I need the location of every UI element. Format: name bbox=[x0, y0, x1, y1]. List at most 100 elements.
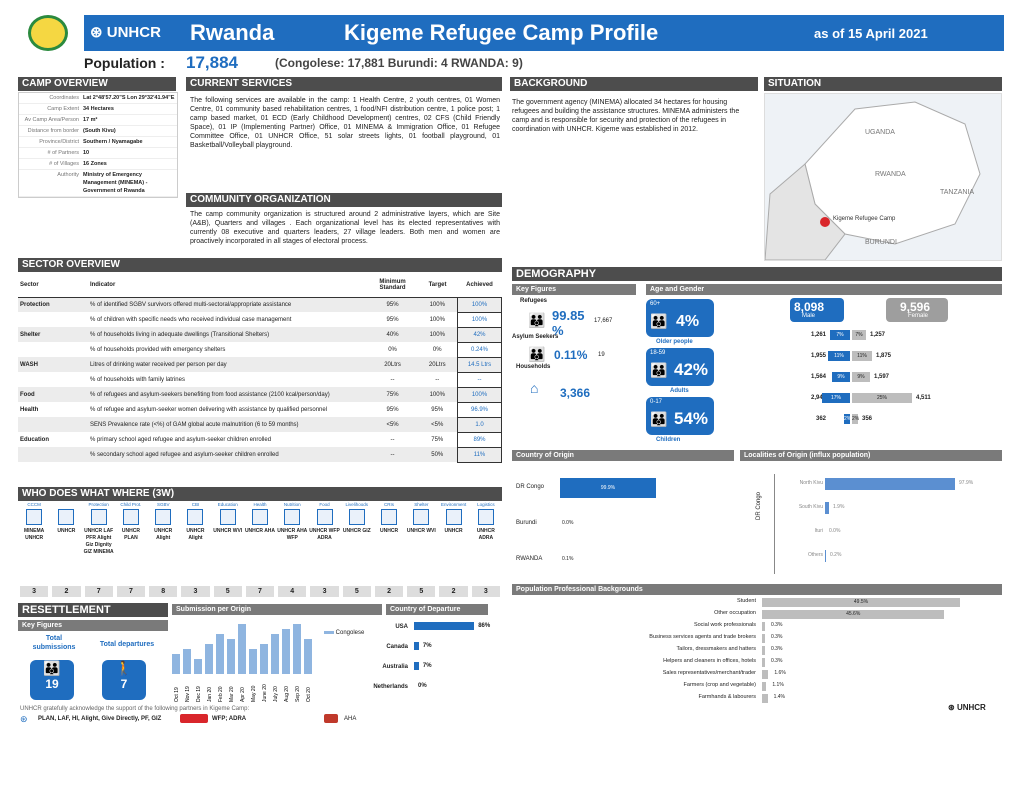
asylum-icon: 👪 bbox=[528, 346, 546, 362]
sector-icon bbox=[251, 509, 268, 525]
origin-country: RWANDA bbox=[516, 556, 543, 562]
sector-achieved: 42% bbox=[457, 326, 502, 343]
overview-key: Authority bbox=[57, 172, 79, 178]
sector-icon bbox=[381, 509, 398, 525]
partner-names: UNHCR LAF PFR Alight Giz Dignity GIZ MIN… bbox=[83, 528, 114, 555]
as-of-date: as of 15 April 2021 bbox=[814, 26, 928, 41]
origin-pct: 0.0% bbox=[562, 520, 574, 526]
partners-list-2: WFP; ADRA bbox=[212, 716, 247, 722]
sector-header-cell: Achieved bbox=[457, 273, 502, 298]
month-label: Jan 20 bbox=[207, 687, 213, 702]
sector-icon bbox=[122, 509, 139, 525]
departure-country: Australia bbox=[382, 664, 408, 670]
sector-icon bbox=[219, 509, 236, 525]
sector-partner-column: Education UNHCR WVI 5 bbox=[212, 502, 244, 602]
pyramid-male-bar: 7% bbox=[830, 330, 850, 340]
locality-pct: 0.0% bbox=[829, 528, 841, 534]
community-title: COMMUNITY ORGANIZATION bbox=[186, 193, 502, 207]
departure-country: Netherlands bbox=[373, 684, 408, 690]
female-count: 9,596 bbox=[900, 300, 931, 314]
partner-count: 3 bbox=[310, 586, 339, 597]
partner-names: UNHCR ADRA bbox=[476, 528, 495, 541]
submission-bar bbox=[183, 649, 191, 674]
sector-achieved: 14.5 Ltrs bbox=[457, 356, 502, 373]
situation-title: SITUATION bbox=[764, 77, 1002, 91]
sector-partner-column: SGBV UNHCR Alight 8 bbox=[147, 502, 179, 602]
profession-bar: 49.5% bbox=[762, 598, 960, 607]
month-label: Dec 19 bbox=[196, 686, 202, 702]
sector-partner-column: Livelihoods UNHCR GIZ 5 bbox=[341, 502, 373, 602]
profession-bar bbox=[762, 670, 769, 679]
adults-pct: 42% bbox=[674, 360, 709, 379]
departure-bar bbox=[414, 662, 419, 670]
overview-row: Camp Extent 34 Hectares bbox=[19, 104, 177, 115]
partner-count: 4 bbox=[278, 586, 307, 597]
sector-category: Nutrition bbox=[283, 502, 301, 507]
sector-indicator: % of children with specific needs who re… bbox=[89, 316, 292, 323]
sector-partner-column: Food UNHCR WFP ADRA 3 bbox=[308, 502, 340, 602]
adults-tile: 18-59 👪 42% bbox=[646, 348, 714, 386]
sector-achieved: 100% bbox=[457, 296, 502, 313]
overview-key: Coordinates bbox=[49, 95, 79, 101]
pyramid-male-count: 1,564 bbox=[810, 374, 826, 380]
locality-bar bbox=[825, 502, 829, 514]
pyramid-female-bar: 7% bbox=[852, 330, 866, 340]
camp-overview-title: CAMP OVERVIEW bbox=[18, 77, 176, 91]
total-departures-label: Total departures bbox=[99, 641, 155, 648]
adults-age: 18-59 bbox=[650, 350, 666, 356]
sector-category: CBI bbox=[191, 502, 200, 507]
pyramid-female-bar: 9% bbox=[852, 372, 870, 382]
submission-bar bbox=[172, 654, 180, 674]
sector-min: 0% bbox=[388, 346, 397, 353]
overview-row: Distance from border (South Kivu) bbox=[19, 126, 177, 137]
pyramid-female-bar: 2% bbox=[852, 414, 860, 424]
month-label: Oct 19 bbox=[174, 687, 180, 702]
current-services-text: The following services are available in … bbox=[190, 97, 500, 149]
origin-bar: 99.9% bbox=[560, 478, 656, 498]
female-label: Female bbox=[908, 313, 929, 319]
sector-row: Protection % of identified SGBV survivors… bbox=[18, 296, 502, 313]
sector-achieved: 1.0 bbox=[457, 416, 502, 433]
localities-title: Localities of Origin (influx population) bbox=[740, 450, 1002, 461]
overview-value: 16 Zones bbox=[83, 161, 107, 167]
sector-row: WASH Litres of drinking water received pe… bbox=[18, 356, 502, 373]
male-label: Male bbox=[802, 313, 816, 319]
sector-name: WASH bbox=[20, 361, 38, 368]
resettlement-key: Key Figures bbox=[18, 620, 168, 631]
situation-map: UGANDA TANZANIA RWANDA BURUNDI Kigeme Re… bbox=[764, 93, 1002, 261]
sector-target: 0% bbox=[432, 346, 442, 353]
pyramid-female-count: 1,597 bbox=[874, 374, 890, 380]
departure-bar bbox=[414, 622, 475, 630]
submission-chart: Oct 19 Nov 19 Dec 19 Jan 20 Feb 20 Mar 20 Apr … bbox=[172, 624, 312, 702]
sector-indicator: % of households provided with emergency … bbox=[89, 346, 226, 353]
sector-category: Livelihoods bbox=[345, 502, 369, 507]
partner-count: 7 bbox=[116, 586, 146, 597]
overview-row: # of Villages 16 Zones bbox=[19, 159, 177, 170]
population-value: 17,884 bbox=[186, 53, 238, 72]
submission-bar bbox=[293, 624, 301, 674]
sector-table: Sector Indicator Minimum Standard Target Ach… bbox=[18, 273, 502, 463]
sector-indicator: % of refugees and asylum-seekers benefit… bbox=[89, 391, 330, 398]
sector-row: Shelter % of households living in adequat… bbox=[18, 326, 502, 343]
sector-header-cell: Sector bbox=[18, 273, 88, 298]
sector-achieved: 89% bbox=[457, 431, 502, 448]
profession-pct: 0.3% bbox=[771, 646, 783, 652]
community-text: The camp community organization is struc… bbox=[190, 211, 500, 245]
month-label: Apr 20 bbox=[240, 687, 246, 702]
profession-bar bbox=[762, 682, 767, 691]
profession-bar bbox=[762, 658, 765, 667]
sector-header-cell: Target bbox=[417, 273, 458, 298]
sector-indicator: Litres of drinking water received per pe… bbox=[89, 361, 227, 368]
sector-icon bbox=[187, 509, 204, 525]
sector-name: Education bbox=[20, 436, 50, 443]
sector-category: CCCM bbox=[27, 502, 41, 507]
submission-bar bbox=[205, 644, 213, 674]
partner-names: UNHCR AHA WFP bbox=[277, 528, 308, 541]
profession-pct: 1.1% bbox=[772, 682, 784, 688]
sector-name: Health bbox=[20, 406, 39, 413]
partner-count: 3 bbox=[20, 586, 49, 597]
sector-icon bbox=[26, 509, 43, 525]
sector-target: 100% bbox=[429, 391, 445, 398]
sector-header-row: Sector Indicator Minimum Standard Target Ach… bbox=[18, 273, 502, 298]
sector-min: 20Ltrs bbox=[384, 361, 401, 368]
